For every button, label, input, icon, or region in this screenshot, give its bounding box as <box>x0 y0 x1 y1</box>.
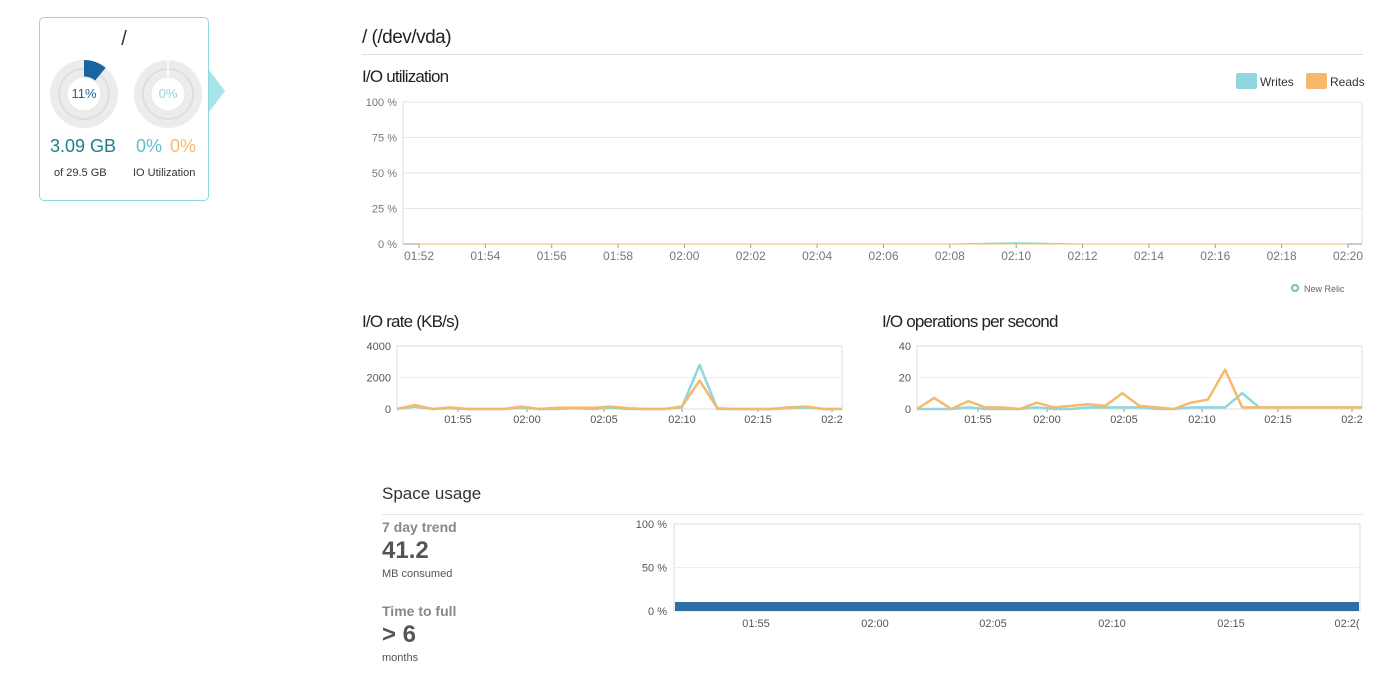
ops-y-tick: 40 <box>899 341 911 353</box>
space-y-tick: 100 % <box>636 519 667 531</box>
util-x-tick: 01:58 <box>603 249 633 263</box>
rate-x-tick: 02:00 <box>513 414 541 426</box>
space-y-tick: 50 % <box>642 563 667 575</box>
disk-total-label: of 29.5 GB <box>54 167 107 179</box>
io-reads-pct: 0% <box>170 136 197 156</box>
rate-y-tick: 2000 <box>367 373 391 385</box>
rate-y-tick: 4000 <box>367 341 391 353</box>
page-title: / (/dev/vda) <box>362 27 452 48</box>
io-utilization-title: I/O utilization <box>362 67 449 86</box>
space-x-tick: 02:05 <box>979 618 1007 630</box>
ops-x-tick: 02:15 <box>1264 414 1292 426</box>
ops-y-tick: 20 <box>899 373 911 385</box>
rate-series-reads <box>396 379 842 411</box>
disk-used-donut: 11% <box>50 60 118 128</box>
io-util-pct: 0% <box>158 86 178 101</box>
disk-used-arc <box>84 60 106 81</box>
util-x-tick: 02:04 <box>802 249 832 263</box>
disk-used-donut-svg <box>50 60 118 128</box>
legend-reads-swatch[interactable] <box>1306 73 1327 89</box>
trend-value: 41.2 <box>382 537 429 564</box>
rate-series-writes <box>396 363 842 411</box>
io-rate-chart: 4000 2000 0 01:55 02:00 02:05 02:10 02:15 02:2 <box>367 341 843 426</box>
io-util-donut: 0% <box>134 60 202 128</box>
rate-x-tick: 01:55 <box>444 414 472 426</box>
util-x-tick: 02:00 <box>669 249 699 263</box>
space-usage-title: Space usage <box>382 484 482 503</box>
util-y-tick: 50 % <box>372 168 397 180</box>
disk-used-pct: 11% <box>71 86 97 101</box>
util-x-tick: 02:16 <box>1200 249 1230 263</box>
disk-used-value: 3.09 GB <box>50 136 117 156</box>
space-x-tick: 02:15 <box>1217 618 1245 630</box>
space-usage-divider <box>382 514 1363 515</box>
rate-x-tick: 02:10 <box>668 414 696 426</box>
util-y-tick: 75 % <box>372 133 397 145</box>
space-used-bar <box>675 602 1359 611</box>
util-x-tick: 02:14 <box>1134 249 1164 263</box>
selected-disk-arrow <box>209 70 225 112</box>
io-ops-title: I/O operations per second <box>882 312 1058 331</box>
util-x-tick: 02:20 <box>1333 249 1363 263</box>
io-ops-chart: 40 20 0 01:55 02:00 02:05 02:10 02:15 02:2 <box>899 341 1363 426</box>
util-x-tick: 02:06 <box>868 249 898 263</box>
io-utilization-chart: 100 % 75 % 50 % 25 % 0 % 01:52 01:54 01:56 01:58… <box>366 97 1364 263</box>
util-y-tick: 100 % <box>366 97 397 109</box>
ops-x-tick: 02:10 <box>1188 414 1216 426</box>
space-x-tick: 01:55 <box>742 618 770 630</box>
util-x-tick: 02:18 <box>1267 249 1297 263</box>
space-x-tick: 02:2( <box>1334 618 1359 630</box>
space-x-tick: 02:00 <box>861 618 889 630</box>
io-writes-pct: 0% <box>136 136 163 156</box>
ops-y-tick: 0 <box>905 404 911 416</box>
rate-y-tick: 0 <box>385 404 391 416</box>
util-x-tick: 02:02 <box>736 249 766 263</box>
ops-x-tick: 02:2 <box>1341 414 1362 426</box>
disk-card[interactable]: / 11% 0% 3.09 GB of 29.5 GB 0% 0% IO Uti… <box>39 17 209 201</box>
ops-x-tick: 01:55 <box>964 414 992 426</box>
util-y-tick: 0 % <box>378 239 397 251</box>
new-relic-attribution: New Relic <box>1304 284 1345 294</box>
ops-x-tick: 02:05 <box>1110 414 1138 426</box>
disk-title: / <box>121 28 127 50</box>
util-x-tick: 02:12 <box>1068 249 1098 263</box>
space-y-tick: 0 % <box>648 606 667 618</box>
util-x-tick: 01:56 <box>537 249 567 263</box>
trend-label: 7 day trend <box>382 519 457 535</box>
rate-x-tick: 02:15 <box>744 414 772 426</box>
legend-writes-swatch[interactable] <box>1236 73 1257 89</box>
util-y-tick: 25 % <box>372 204 397 216</box>
time-to-full-value: > 6 <box>382 621 417 648</box>
space-usage-chart: 100 % 50 % 0 % 01:55 02:00 02:05 02:10 02:15 02:… <box>636 519 1361 630</box>
ops-series-reads <box>916 368 1362 411</box>
time-to-full-unit: months <box>382 652 419 664</box>
rate-x-tick: 02:2 <box>821 414 842 426</box>
time-to-full-label: Time to full <box>382 603 457 619</box>
util-x-tick: 01:52 <box>404 249 434 263</box>
trend-unit: MB consumed <box>382 568 453 580</box>
legend-writes-label[interactable]: Writes <box>1260 75 1294 89</box>
util-x-tick: 02:08 <box>935 249 965 263</box>
io-util-donut-svg <box>134 60 202 128</box>
io-rate-title: I/O rate (KB/s) <box>362 312 459 331</box>
legend-reads-label[interactable]: Reads <box>1330 75 1365 89</box>
util-x-tick: 02:10 <box>1001 249 1031 263</box>
rate-x-tick: 02:05 <box>590 414 618 426</box>
space-x-tick: 02:10 <box>1098 618 1126 630</box>
new-relic-logo-icon <box>1291 284 1299 292</box>
io-util-label: IO Utilization <box>133 167 196 179</box>
title-divider <box>362 54 1363 55</box>
util-x-tick: 01:54 <box>470 249 500 263</box>
ops-x-tick: 02:00 <box>1033 414 1061 426</box>
